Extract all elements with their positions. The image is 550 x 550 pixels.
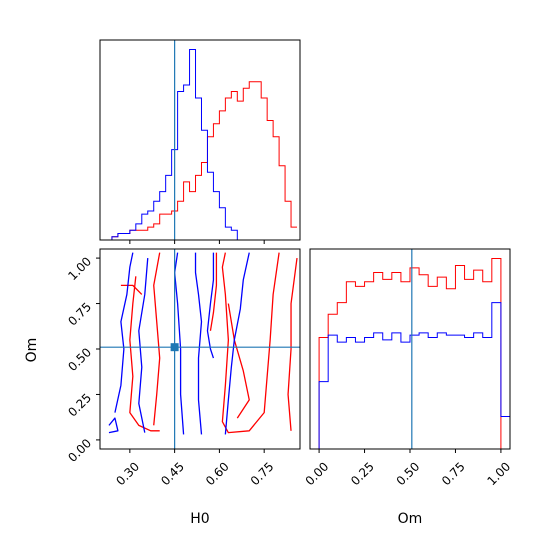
joint-contour-series [108, 252, 298, 435]
contour-red-1 [153, 252, 161, 426]
contour-red-4 [227, 303, 250, 419]
om-histogram-frame [309, 248, 511, 450]
contour-blue-5 [224, 252, 250, 435]
contour-blue-2 [114, 252, 134, 413]
x-axis-label-om: Om [398, 511, 423, 527]
joint-contour-frame [99, 248, 301, 450]
contour-red-5 [209, 252, 218, 331]
contour-red-2 [221, 252, 280, 434]
joint-truth-point [170, 343, 179, 352]
om-histogram-red-step [310, 258, 510, 450]
om-histogram-blue-step [310, 302, 510, 450]
contour-blue-1 [194, 252, 203, 435]
y-axis-label-om: Om [24, 338, 40, 363]
h0-histogram-ticks [129, 240, 265, 244]
om-histogram-series [310, 258, 510, 450]
x-axis-label-h0: H0 [190, 511, 209, 527]
h0-histogram-frame [99, 39, 301, 241]
contour-red-6 [120, 284, 143, 295]
contour-red-3 [287, 258, 298, 431]
contour-blue-3 [138, 258, 149, 433]
h0-histogram-panel [99, 39, 301, 244]
contour-blue-4 [206, 252, 215, 359]
contour-blue-6 [108, 417, 119, 434]
contour-red-0 [129, 276, 160, 432]
joint-truth-marker [100, 249, 300, 449]
h0-histogram-red-step [100, 81, 298, 241]
